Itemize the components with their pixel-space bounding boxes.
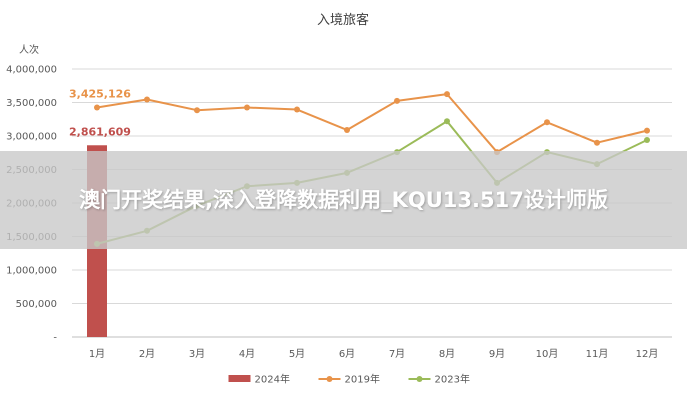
data-point xyxy=(594,139,600,146)
x-tick-label: 6月 xyxy=(339,348,355,360)
data-point xyxy=(544,119,550,126)
data-point xyxy=(644,137,650,144)
data-point xyxy=(444,118,450,125)
x-tick-label: 3月 xyxy=(189,348,205,360)
data-point xyxy=(344,126,350,133)
y-tick-label: 1,000,000 xyxy=(6,266,57,277)
watermark-text: 澳门开奖结果,深入登降数据利用_KQU13.517设计师版 xyxy=(79,187,608,212)
data-label: 3,425,126 xyxy=(69,88,131,101)
legend-label: 2023年 xyxy=(435,373,470,386)
data-labels: 2,861,609 3,425,126 xyxy=(69,88,131,139)
y-tick-label: 3,500,000 xyxy=(6,98,57,109)
legend-marker xyxy=(416,376,423,382)
y-axis-label: 人次 xyxy=(19,43,39,56)
y-tick-label: - xyxy=(53,333,57,344)
x-tick-label: 12月 xyxy=(636,348,659,360)
x-tick-label: 5月 xyxy=(289,348,305,360)
data-point xyxy=(394,97,400,104)
data-point xyxy=(244,104,250,111)
y-tick-label: 3,000,000 xyxy=(6,132,57,143)
legend-swatch xyxy=(228,375,251,382)
x-tick-label: 4月 xyxy=(239,348,255,360)
x-tick-label: 9月 xyxy=(489,348,505,360)
legend-label: 2024年 xyxy=(255,373,290,386)
y-tick-label: 4,000,000 xyxy=(6,65,57,76)
x-tick-label: 11月 xyxy=(586,348,609,360)
data-point xyxy=(94,104,100,111)
x-tick-label: 7月 xyxy=(389,348,405,360)
x-tick-label: 10月 xyxy=(536,348,559,360)
x-axis-ticks: 1月 2月 3月 4月 5月 6月 7月 8月 9月 10月 11月 12月 xyxy=(89,348,659,360)
data-point xyxy=(644,127,650,134)
watermark-overlay: 澳门开奖结果,深入登降数据利用_KQU13.517设计师版 xyxy=(0,151,687,249)
chart-title: 入境旅客 xyxy=(317,12,369,28)
x-tick-label: 1月 xyxy=(89,348,105,360)
y-tick-label: 500,000 xyxy=(16,299,57,310)
legend-label: 2019年 xyxy=(345,373,380,386)
x-tick-label: 8月 xyxy=(439,348,455,360)
data-label: 2,861,609 xyxy=(69,125,131,138)
data-point xyxy=(294,106,300,113)
legend-marker xyxy=(326,376,333,382)
x-tick-label: 2月 xyxy=(139,348,155,360)
data-point xyxy=(194,107,200,114)
series-line xyxy=(96,93,648,154)
data-point xyxy=(144,96,150,103)
legend: 2024年 2019年 2023年 xyxy=(228,373,470,386)
data-point xyxy=(444,91,450,98)
